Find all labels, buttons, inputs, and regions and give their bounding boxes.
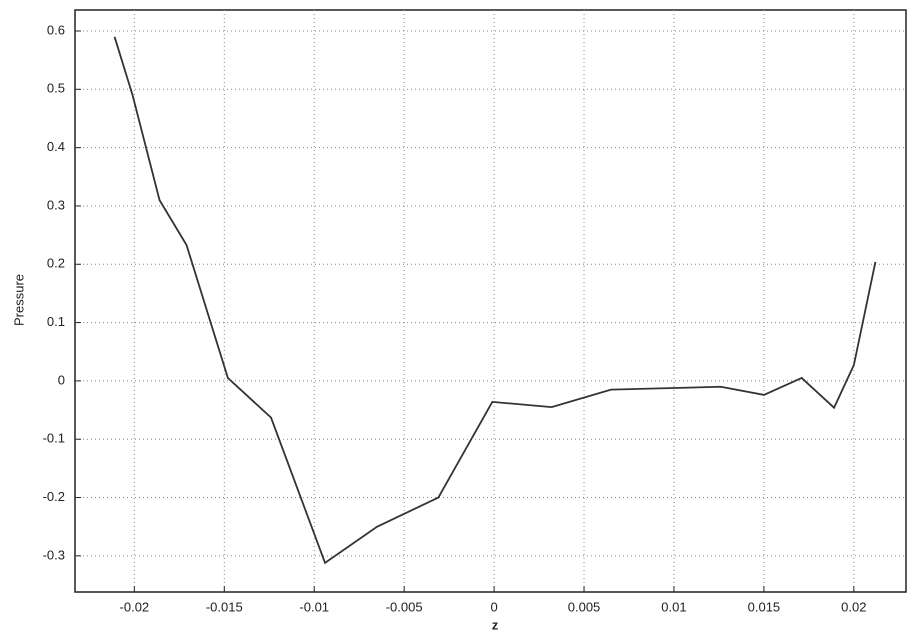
- x-axis-label: z: [492, 617, 499, 632]
- y-tick-label: 0.2: [47, 256, 65, 271]
- y-tick-label: -0.3: [43, 547, 65, 562]
- x-tick-label: -0.01: [299, 599, 329, 614]
- x-tick-label: 0: [490, 599, 497, 614]
- y-tick-label: 0.4: [47, 139, 65, 154]
- y-tick-label: 0: [58, 372, 65, 387]
- plot-frame: [75, 10, 906, 592]
- y-tick-label: 0.5: [47, 81, 65, 96]
- y-tick-label: 0.6: [47, 22, 65, 37]
- x-tick-label: -0.015: [206, 599, 243, 614]
- y-axis-label: Pressure: [11, 274, 26, 326]
- x-tick-label: 0.015: [748, 599, 781, 614]
- chart: z Pressure -0.02 -0.015 -0.01 -0.005 0 0.005 0…: [0, 0, 907, 639]
- x-tick-label: -0.005: [386, 599, 423, 614]
- y-tick-label: 0.3: [47, 197, 65, 212]
- x-tick-label: 0.005: [568, 599, 601, 614]
- x-tick-label: 0.02: [841, 599, 866, 614]
- x-tick-label: 0.01: [661, 599, 686, 614]
- y-tick-label: -0.1: [43, 431, 65, 446]
- x-tick-label: -0.02: [120, 599, 150, 614]
- y-tick-label: 0.1: [47, 314, 65, 329]
- y-tick-label: -0.2: [43, 489, 65, 504]
